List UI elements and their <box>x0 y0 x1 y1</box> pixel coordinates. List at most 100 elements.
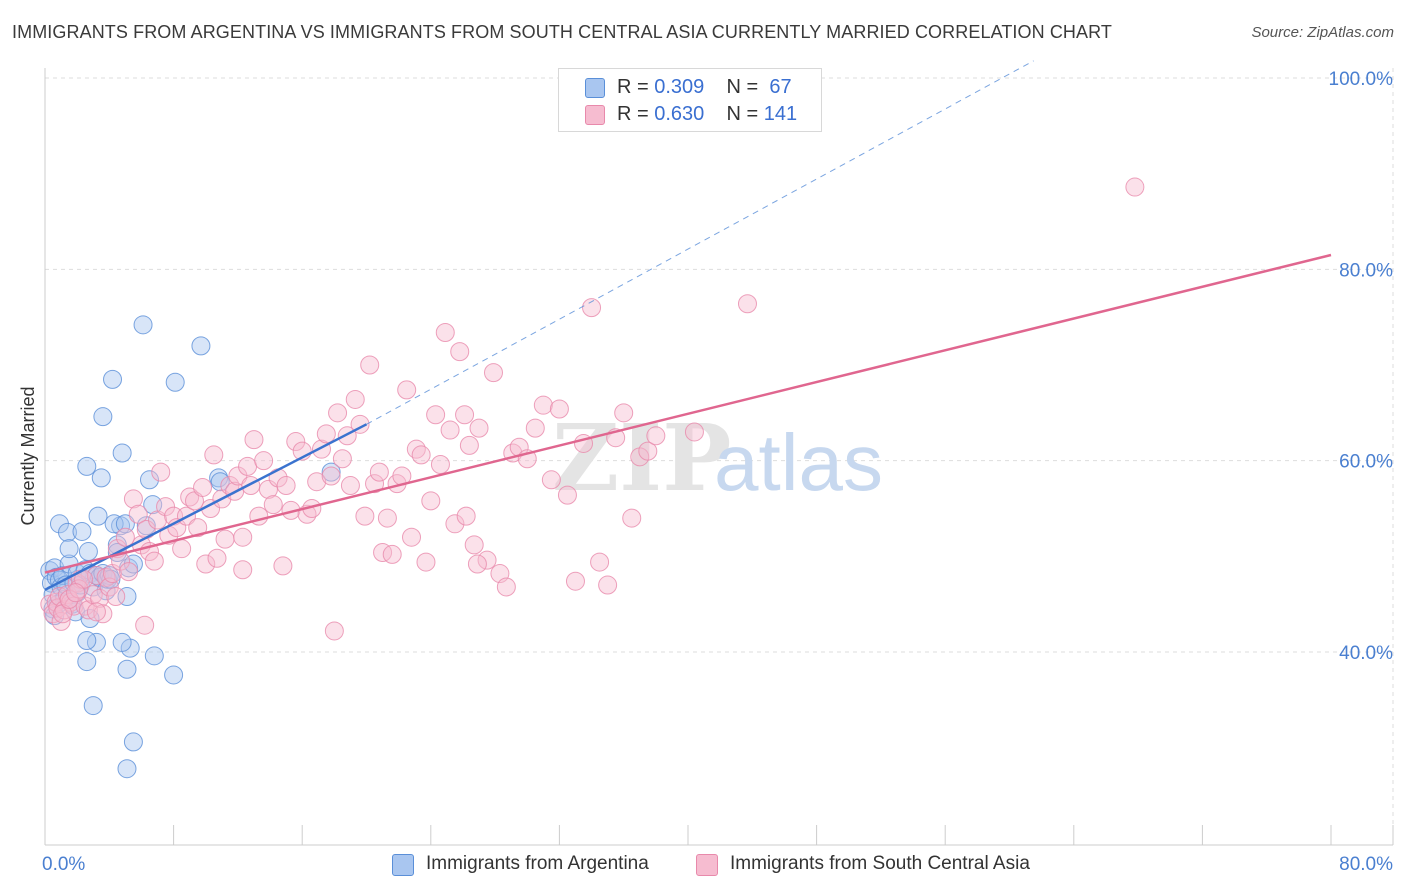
point-south-central-asia <box>120 563 138 581</box>
point-argentina <box>113 633 131 651</box>
point-argentina <box>113 444 131 462</box>
point-south-central-asia <box>591 553 609 571</box>
point-argentina <box>78 653 96 671</box>
y-tick-label: 80.0% <box>1339 260 1393 281</box>
point-south-central-asia <box>208 549 226 567</box>
point-south-central-asia <box>1126 178 1144 196</box>
point-south-central-asia <box>456 406 474 424</box>
point-south-central-asia <box>431 455 449 473</box>
point-argentina <box>192 337 210 355</box>
point-south-central-asia <box>647 427 665 445</box>
point-argentina <box>79 543 97 561</box>
point-south-central-asia <box>152 463 170 481</box>
point-south-central-asia <box>465 536 483 554</box>
point-south-central-asia <box>234 528 252 546</box>
legend-r-label: R = <box>617 103 654 125</box>
y-tick-label: 100.0% <box>1329 69 1394 90</box>
bottom-legend-label-south-central-asia: Immigrants from South Central Asia <box>730 853 1030 875</box>
y-tick-label: 60.0% <box>1339 452 1393 473</box>
point-south-central-asia <box>322 467 340 485</box>
point-south-central-asia <box>460 436 478 454</box>
point-south-central-asia <box>173 540 191 558</box>
point-south-central-asia <box>356 507 374 525</box>
point-south-central-asia <box>403 528 421 546</box>
point-south-central-asia <box>412 446 430 464</box>
point-south-central-asia <box>383 545 401 563</box>
watermark: ZIP atlas <box>552 404 883 512</box>
point-south-central-asia <box>451 343 469 361</box>
point-argentina <box>94 408 112 426</box>
point-argentina <box>104 370 122 388</box>
point-south-central-asia <box>457 507 475 525</box>
point-argentina <box>78 457 96 475</box>
x-tick-label: 0.0% <box>42 854 85 875</box>
point-south-central-asia <box>341 477 359 495</box>
point-south-central-asia <box>234 561 252 579</box>
point-south-central-asia <box>361 356 379 374</box>
point-south-central-asia <box>599 576 617 594</box>
watermark-atlas: atlas <box>714 418 883 507</box>
point-argentina <box>165 666 183 684</box>
point-south-central-asia <box>333 450 351 468</box>
point-argentina <box>134 316 152 334</box>
point-south-central-asia <box>497 578 515 596</box>
point-south-central-asia <box>325 622 343 640</box>
point-south-central-asia <box>245 431 263 449</box>
point-south-central-asia <box>484 364 502 382</box>
point-argentina <box>145 647 163 665</box>
point-argentina <box>84 697 102 715</box>
point-south-central-asia <box>427 406 445 424</box>
point-south-central-asia <box>274 557 292 575</box>
point-south-central-asia <box>317 425 335 443</box>
point-south-central-asia <box>242 477 260 495</box>
point-south-central-asia <box>329 404 347 422</box>
point-south-central-asia <box>685 423 703 441</box>
legend-n-label: N = <box>727 103 764 125</box>
trend-line-south-central-asia <box>45 255 1331 573</box>
bottom-legend-label-argentina: Immigrants from Argentina <box>426 853 649 875</box>
point-argentina <box>78 632 96 650</box>
point-south-central-asia <box>526 419 544 437</box>
point-south-central-asia <box>145 552 163 570</box>
point-south-central-asia <box>468 555 486 573</box>
bottom-legend-swatch-argentina <box>392 854 414 876</box>
point-south-central-asia <box>417 553 435 571</box>
point-south-central-asia <box>436 323 454 341</box>
point-south-central-asia <box>470 419 488 437</box>
point-argentina <box>92 469 110 487</box>
legend-n-label: N = <box>727 76 764 98</box>
point-argentina <box>166 373 184 391</box>
point-south-central-asia <box>264 496 282 514</box>
point-south-central-asia <box>623 509 641 527</box>
point-south-central-asia <box>239 457 257 475</box>
point-south-central-asia <box>255 452 273 470</box>
point-south-central-asia <box>277 477 295 495</box>
legend-swatch-south-central-asia <box>585 105 605 125</box>
bottom-legend-swatch-south-central-asia <box>696 854 718 876</box>
point-south-central-asia <box>194 478 212 496</box>
point-south-central-asia <box>346 390 364 408</box>
y-axis-label: Currently Married <box>18 386 38 525</box>
point-argentina <box>118 660 136 678</box>
legend-r-label: R = <box>617 76 654 98</box>
point-south-central-asia <box>216 530 234 548</box>
point-south-central-asia <box>136 616 154 634</box>
correlation-legend: R = 0.309 N = 67 R = 0.630 N = 141 <box>558 68 822 132</box>
legend-swatch-argentina <box>585 78 605 98</box>
point-south-central-asia <box>550 400 568 418</box>
legend-r-value-argentina: 0.309 <box>654 76 704 98</box>
point-south-central-asia <box>107 588 125 606</box>
legend-n-value-south-central-asia: 141 <box>764 103 797 125</box>
point-south-central-asia <box>615 404 633 422</box>
legend-r-value-south-central-asia: 0.630 <box>654 103 704 125</box>
point-argentina <box>124 733 142 751</box>
point-south-central-asia <box>370 463 388 481</box>
point-south-central-asia <box>398 381 416 399</box>
x-tick-label: 80.0% <box>1339 854 1393 875</box>
point-south-central-asia <box>87 603 105 621</box>
point-south-central-asia <box>558 486 576 504</box>
scatter-chart: ZIP atlas 40.0% 60.0% 80.0% 100.0% 0.0% 80.0%… <box>0 0 1406 892</box>
point-south-central-asia <box>422 492 440 510</box>
point-south-central-asia <box>566 572 584 590</box>
y-tick-label: 40.0% <box>1339 643 1393 664</box>
